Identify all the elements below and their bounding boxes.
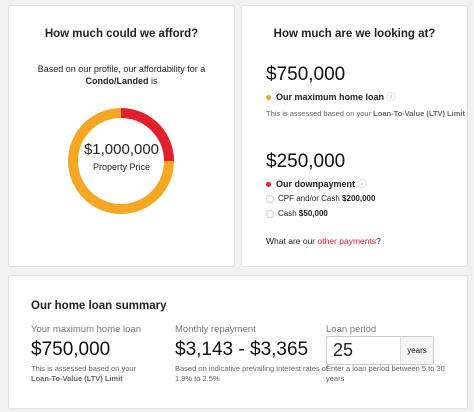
intro-line: Condo/Landed is	[9, 76, 234, 86]
downpayment-amount: $250,000	[266, 151, 346, 172]
option-label: CPF and/or Cash	[278, 194, 340, 203]
loan-label: Our maximum home loan	[276, 92, 385, 102]
input-value: 25	[333, 340, 354, 360]
option-label: Cash	[278, 209, 297, 218]
property-type: Condo/Landed	[85, 76, 149, 86]
card-title: How much are we looking at?	[273, 28, 436, 40]
period-input[interactable]: 25 years	[326, 336, 434, 365]
afford-card: How much could we afford? Based on our p…	[8, 5, 235, 267]
loan-amount: $750,000	[266, 64, 346, 85]
radio[interactable]	[266, 194, 274, 203]
downpayment-label-row: Our downpayment ⓘ	[266, 177, 367, 190]
note-bold: Loan-To-Value (LTV) Limit	[31, 374, 123, 383]
loan-label-row: Our maximum home loan ⓘ	[266, 90, 396, 103]
summary-note: This is assessed based on your Loan-To-Va…	[31, 364, 136, 384]
intro: Based on our profile, our affordability …	[37, 64, 206, 74]
summary-label: Your maximum home loan	[31, 324, 142, 335]
option[interactable]: CPF and/or Cash $200,000	[266, 194, 375, 203]
link[interactable]: other payments	[317, 236, 377, 246]
looking-card: How much are we looking at? $750,000 Our…	[241, 5, 468, 267]
info-icon[interactable]: ⓘ	[357, 179, 367, 189]
note: Enter a loan period between 5 to 30	[326, 364, 445, 373]
donut-segment	[68, 108, 174, 214]
note: This is assessed based on your	[31, 364, 137, 373]
legend-dot	[266, 95, 271, 101]
question-end: ?	[376, 236, 381, 246]
note: 1.9% to 2.5%	[175, 374, 220, 383]
summary-card: Our home loan summary Your maximum home …	[8, 275, 468, 409]
card-title: Our home loan summary	[31, 300, 167, 312]
summary-label: Loan period	[326, 324, 377, 335]
summary-value: $750,000	[31, 339, 111, 360]
note: years	[326, 374, 345, 383]
option[interactable]: Cash $50,000	[266, 209, 328, 218]
price-label: Property Price	[92, 162, 151, 172]
card-title: How much could we afford?	[44, 28, 199, 40]
price: $1,000,000	[83, 141, 160, 158]
intro-end: is	[151, 76, 158, 86]
question-start: What are our	[266, 236, 316, 246]
donut	[68, 108, 174, 214]
radio[interactable]	[266, 209, 274, 218]
note-bold: Loan-To-Value (LTV) Limit	[373, 109, 465, 118]
summary-value: $3,143 - $3,365	[175, 339, 309, 360]
downpayment-label: Our downpayment	[276, 179, 356, 189]
donut-segment	[120, 108, 174, 162]
question: What are our other payments?	[266, 236, 381, 246]
summary-note: Based on indicative prevailing interest …	[175, 364, 328, 384]
loan-note: This is assessed based on your Loan-To-V…	[266, 109, 465, 119]
input-unit: years	[400, 337, 433, 364]
note: Based on indicative prevailing interest …	[175, 364, 329, 373]
option-amount: $200,000	[342, 194, 376, 203]
legend-dot	[266, 182, 271, 188]
note: This is assessed based on your	[266, 109, 372, 118]
info-icon[interactable]: ⓘ	[386, 92, 396, 102]
option-amount: $50,000	[298, 209, 328, 218]
summary-label: Monthly repayment	[175, 324, 256, 335]
summary-note: Enter a loan period between 5 to 30 years	[326, 364, 445, 384]
